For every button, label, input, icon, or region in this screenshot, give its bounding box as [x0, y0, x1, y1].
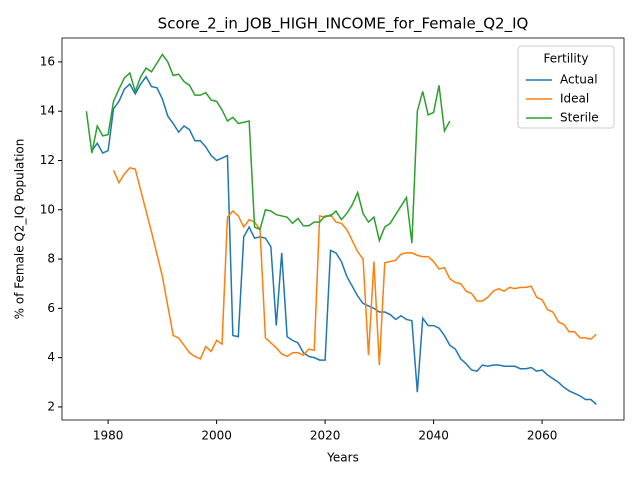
y-tick-label: 8 — [47, 252, 55, 266]
y-tick-label: 16 — [40, 54, 55, 68]
legend-label: Ideal — [560, 92, 589, 106]
legend-box — [517, 45, 615, 129]
plot-frame — [61, 37, 625, 421]
x-tick-label: 2060 — [527, 429, 558, 443]
legend-label: Sterile — [560, 111, 599, 125]
line-series — [85, 53, 451, 244]
x-tick-label: 2000 — [201, 429, 232, 443]
line-series — [91, 75, 597, 406]
y-tick-label: 2 — [47, 399, 55, 413]
x-tick-label: 2020 — [310, 429, 341, 443]
legend-label: Actual — [560, 73, 598, 87]
y-tick-label: 4 — [47, 350, 55, 364]
y-axis-label: % of Female Q2_IQ Population — [13, 139, 27, 320]
x-tick-label: 2040 — [418, 429, 449, 443]
x-axis-label: Years — [326, 451, 359, 465]
y-tick-label: 6 — [47, 301, 55, 315]
y-tick-label: 12 — [40, 153, 55, 167]
y-tick-label: 10 — [40, 202, 55, 216]
chart-title: Score_2_in_JOB_HIGH_INCOME_for_Female_Q2… — [158, 15, 529, 34]
legend-title: Fertility — [543, 52, 588, 66]
y-tick-label: 14 — [40, 104, 55, 118]
x-tick-label: 1980 — [93, 429, 124, 443]
line-series — [112, 167, 597, 366]
